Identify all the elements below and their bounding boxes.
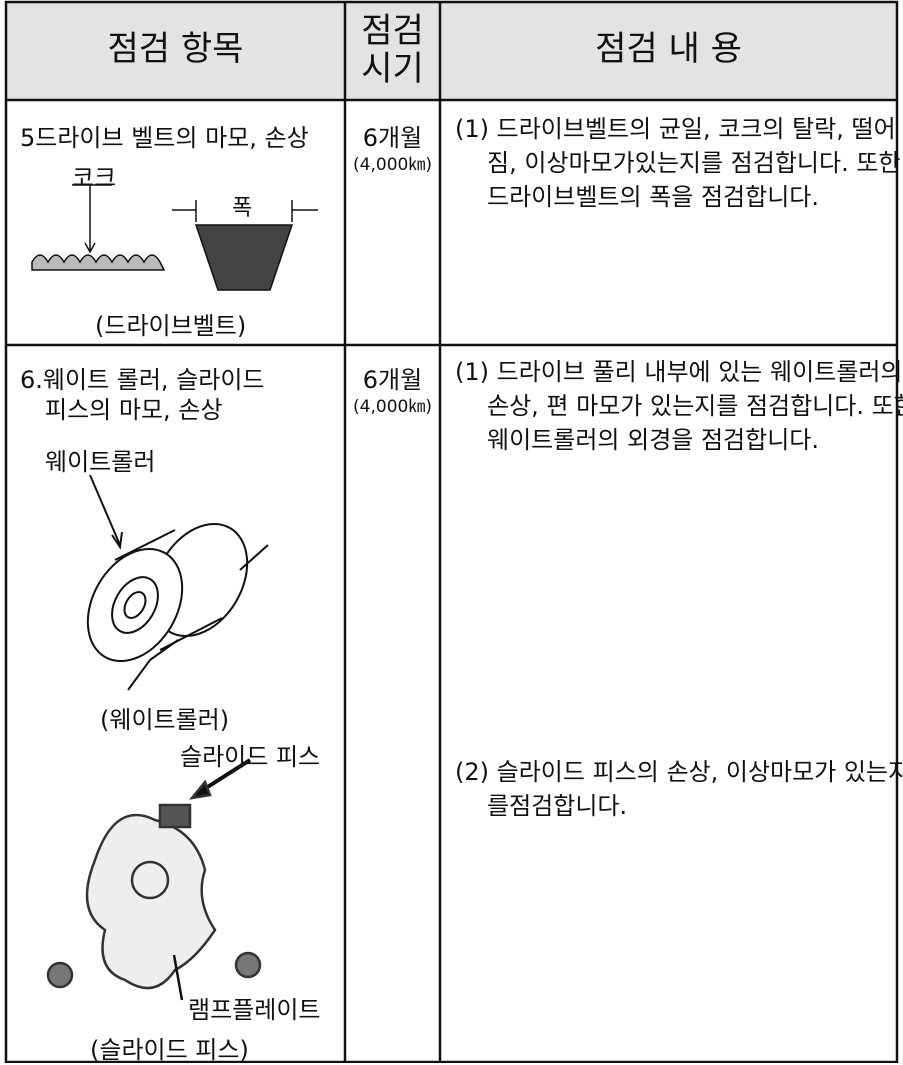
figure-caption: (드라이브벨트) <box>95 312 247 340</box>
figure-caption: (웨이트롤러) <box>100 706 230 734</box>
header-cell: 점검 시기 <box>345 12 440 88</box>
slide-piece-illustration <box>46 758 262 1001</box>
item-text: 피스의 마모, 손상 <box>45 396 223 424</box>
distance: (4,000㎞) <box>353 397 432 417</box>
figure-label: 램프플레이트 <box>188 996 321 1024</box>
header-line: 시기 <box>361 49 424 89</box>
content-paragraph: (1) 드라이브 풀리 내부에 있는 웨이트롤러의 손상, 편 마모가 있는지를… <box>455 358 903 454</box>
item-text: 6.웨이트 롤러, 슬라이드 <box>20 366 265 394</box>
period: 6개월 <box>362 366 423 394</box>
figure-label: 폭 <box>232 196 253 221</box>
roller-illustration <box>86 474 269 691</box>
item-text: 5드라이브 벨트의 마모, 손상 <box>20 124 309 152</box>
figure-label: 코크 <box>72 164 117 192</box>
header-line: 점검 <box>361 11 424 51</box>
content-paragraph: (2) 슬라이드 피스의 손상, 이상마모가 있는지를점검합니다. <box>455 758 903 820</box>
figure-label: 슬라이드 피스 <box>180 743 321 771</box>
header-cell: 점검 항목 <box>107 29 244 69</box>
period: 6개월 <box>362 124 423 152</box>
figure-label: 웨이트롤러 <box>45 448 156 476</box>
figure-caption: (슬라이드 피스) <box>90 1036 249 1064</box>
distance: (4,000㎞) <box>353 155 432 175</box>
belt-illustration <box>31 184 318 291</box>
content-paragraph: (1) 드라이브벨트의 균일, 코크의 탈락, 떨어짐, 이상마모가있는지를 점… <box>455 115 901 211</box>
header-cell: 점검 내 용 <box>595 29 742 69</box>
